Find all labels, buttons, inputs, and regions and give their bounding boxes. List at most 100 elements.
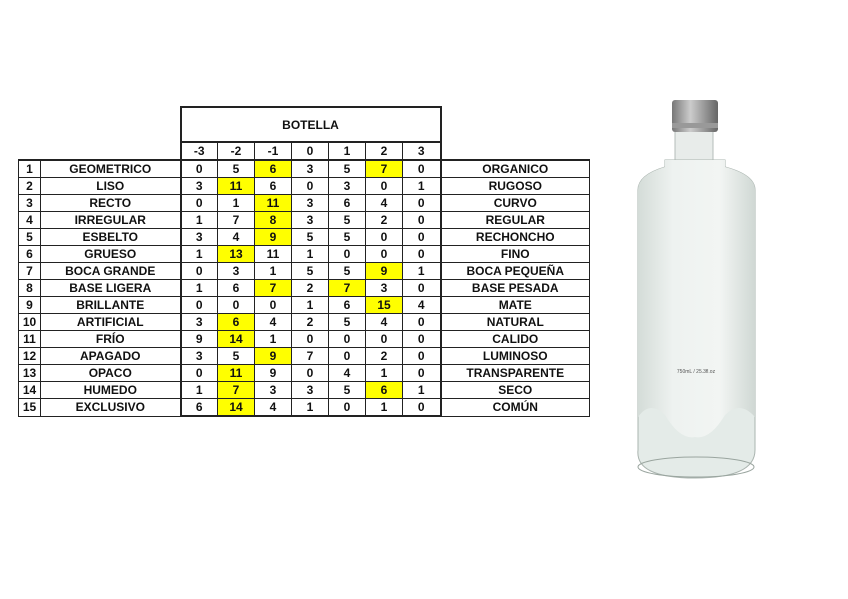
row-number: 2	[18, 177, 41, 195]
score-cell: 0	[365, 228, 403, 246]
score-cell: 3	[291, 194, 329, 212]
score-cell: 0	[365, 245, 403, 263]
table-row: 2 LISO 3 11 6 0 3 0 1 RUGOSO	[18, 177, 590, 195]
score-cell: 9	[365, 262, 403, 280]
score-cell: 7	[217, 211, 255, 229]
scale-header-3: 3	[402, 141, 442, 161]
right-adjective: BOCA PEQUEÑA	[440, 262, 590, 280]
right-adjective: RECHONCHO	[440, 228, 590, 246]
score-cell: 3	[179, 228, 218, 246]
scale-row: -3 -2 -1 0 1 2 3	[18, 141, 590, 161]
score-cell: 0	[179, 194, 218, 212]
score-cell: 2	[365, 211, 403, 229]
semantic-differential-table: BOTELLA -3 -2 -1 0 1 2 3 1 GEOMETRICO 0 5 6 3 5 7 0 ORG…	[18, 106, 590, 417]
score-cell: 7	[217, 381, 255, 399]
score-cell: 3	[179, 177, 218, 195]
score-cell: 5	[328, 313, 366, 331]
score-cell: 0	[402, 347, 442, 365]
score-cell: 0	[328, 245, 366, 263]
right-adjective: COMÚN	[440, 398, 590, 417]
score-cell: 6	[254, 159, 292, 178]
score-cell: 0	[402, 279, 442, 297]
right-adjective: MATE	[440, 296, 590, 314]
left-adjective: LISO	[40, 177, 182, 195]
score-cell: 7	[365, 159, 403, 178]
score-cell: 3	[254, 381, 292, 399]
score-cell: 2	[291, 313, 329, 331]
score-cell: 5	[328, 159, 366, 178]
score-cell: 6	[217, 313, 255, 331]
score-cell: 0	[402, 228, 442, 246]
row-number: 1	[18, 159, 41, 178]
row-number: 7	[18, 262, 41, 280]
right-adjective: ORGANICO	[440, 159, 590, 178]
score-cell: 0	[291, 364, 329, 382]
table-row: 9 BRILLANTE 0 0 0 1 6 15 4 MATE	[18, 296, 590, 314]
score-cell: 1	[365, 364, 403, 382]
score-cell: 1	[291, 398, 329, 417]
right-adjective: REGULAR	[440, 211, 590, 229]
right-adjective: CURVO	[440, 194, 590, 212]
score-cell: 7	[291, 347, 329, 365]
score-cell: 14	[217, 330, 255, 348]
score-cell: 5	[217, 159, 255, 178]
scale-header--1: -1	[254, 141, 292, 161]
score-cell: 0	[402, 330, 442, 348]
score-cell: 4	[328, 364, 366, 382]
score-cell: 9	[254, 228, 292, 246]
score-cell: 7	[254, 279, 292, 297]
row-number: 12	[18, 347, 41, 365]
score-cell: 13	[217, 245, 255, 263]
table-row: 14 HUMEDO 1 7 3 3 5 6 1 SECO	[18, 381, 590, 399]
score-cell: 1	[402, 381, 442, 399]
score-cell: 1	[402, 177, 442, 195]
table-row: 11 FRÍO 9 14 1 0 0 0 0 CALIDO	[18, 330, 590, 348]
score-cell: 0	[254, 296, 292, 314]
score-cell: 1	[291, 296, 329, 314]
score-cell: 0	[291, 330, 329, 348]
score-cell: 0	[402, 313, 442, 331]
table-row: 6 GRUESO 1 13 11 1 0 0 0 FINO	[18, 245, 590, 263]
score-cell: 5	[291, 262, 329, 280]
table-row: 4 IRREGULAR 1 7 8 3 5 2 0 REGULAR	[18, 211, 590, 229]
score-cell: 5	[328, 228, 366, 246]
score-cell: 0	[328, 330, 366, 348]
scale-header-2: 2	[365, 141, 403, 161]
row-number: 8	[18, 279, 41, 297]
row-number: 11	[18, 330, 41, 348]
score-cell: 0	[402, 245, 442, 263]
left-adjective: ESBELTO	[40, 228, 182, 246]
score-cell: 0	[402, 364, 442, 382]
bottle-image: 750mL / 25.3fl.oz	[637, 100, 756, 479]
score-cell: 14	[217, 398, 255, 417]
score-cell: 1	[179, 211, 218, 229]
score-cell: 9	[179, 330, 218, 348]
score-cell: 6	[328, 296, 366, 314]
score-cell: 3	[179, 347, 218, 365]
table-row: 7 BOCA GRANDE 0 3 1 5 5 9 1 BOCA PEQUEÑA	[18, 262, 590, 280]
score-cell: 1	[402, 262, 442, 280]
score-cell: 0	[402, 159, 442, 178]
score-cell: 6	[217, 279, 255, 297]
left-adjective: BOCA GRANDE	[40, 262, 182, 280]
table-row: 5 ESBELTO 3 4 9 5 5 0 0 RECHONCHO	[18, 228, 590, 246]
row-number: 14	[18, 381, 41, 399]
score-cell: 7	[328, 279, 366, 297]
table-row: 3 RECTO 0 1 11 3 6 4 0 CURVO	[18, 194, 590, 212]
left-adjective: GEOMETRICO	[40, 159, 182, 178]
right-adjective: TRANSPARENTE	[440, 364, 590, 382]
score-cell: 1	[217, 194, 255, 212]
left-adjective: ARTIFICIAL	[40, 313, 182, 331]
table-row: 8 BASE LIGERA 1 6 7 2 7 3 0 BASE PESADA	[18, 279, 590, 297]
score-cell: 5	[217, 347, 255, 365]
score-cell: 0	[291, 177, 329, 195]
score-cell: 5	[291, 228, 329, 246]
row-number: 10	[18, 313, 41, 331]
score-cell: 3	[217, 262, 255, 280]
score-cell: 0	[179, 364, 218, 382]
score-cell: 3	[179, 313, 218, 331]
row-number: 9	[18, 296, 41, 314]
score-cell: 0	[402, 194, 442, 212]
score-cell: 3	[365, 279, 403, 297]
table-row: 1 GEOMETRICO 0 5 6 3 5 7 0 ORGANICO	[18, 159, 590, 178]
